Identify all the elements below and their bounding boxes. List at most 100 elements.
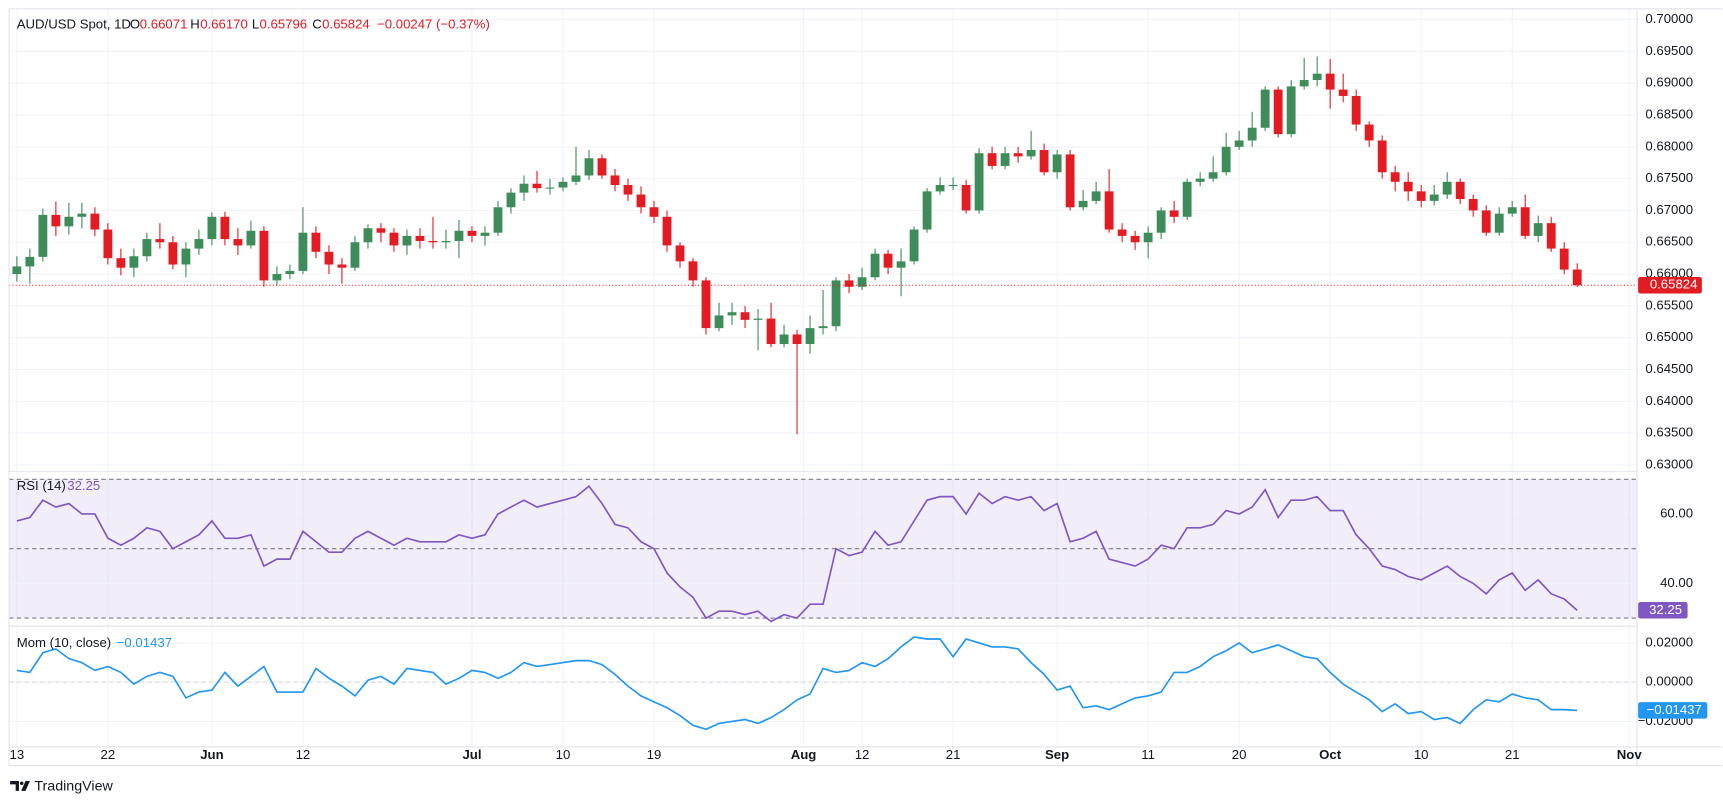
x-tick-label: Oct <box>1319 747 1342 762</box>
candle-body <box>1182 181 1192 217</box>
y-tick-label: 0.65500 <box>1645 297 1693 312</box>
candle-body <box>662 216 672 246</box>
last-value-badge <box>1638 702 1708 719</box>
candle-body <box>298 232 308 271</box>
last-price-badge <box>1638 277 1702 294</box>
y-tick-label: 0.00000 <box>1645 674 1693 689</box>
x-tick-label: Sep <box>1045 747 1069 762</box>
candle-body <box>1026 150 1036 157</box>
ohlc-label: L <box>252 17 259 32</box>
candle-body <box>1377 140 1387 173</box>
candle-body <box>155 239 165 243</box>
tradingview-logo <box>10 781 30 791</box>
mom-legend: Mom (10, close) <box>17 635 111 650</box>
ohlc-label: O <box>130 17 140 32</box>
candle-body <box>844 280 854 287</box>
candle-body <box>584 158 594 176</box>
candle-body <box>831 280 841 327</box>
candle-body <box>545 187 555 189</box>
x-tick-label: 13 <box>10 747 25 762</box>
candle-body <box>1351 95 1361 125</box>
candle-body <box>467 230 477 236</box>
candle-body <box>1104 191 1114 230</box>
candle-body <box>1338 89 1348 96</box>
rsi-legend-value: 32.25 <box>67 478 100 493</box>
y-tick-label: 0.70000 <box>1645 11 1693 26</box>
candle-body <box>896 261 906 268</box>
candle-body <box>51 214 61 227</box>
candle-body <box>714 315 724 329</box>
candle-body <box>493 207 503 233</box>
candle-body <box>77 213 87 217</box>
candle-body <box>1117 229 1127 236</box>
candle-body <box>181 248 191 265</box>
candle-body <box>1208 172 1218 179</box>
candle-body <box>324 251 334 265</box>
x-tick-label: Aug <box>791 747 817 762</box>
candle-body <box>1559 248 1569 270</box>
x-tick-label: 21 <box>946 747 961 762</box>
ohlc-value: 0.65824 <box>322 17 370 32</box>
candle-body <box>1442 181 1452 195</box>
x-tick-label: Nov <box>1617 747 1643 762</box>
x-tick-label: 12 <box>296 747 311 762</box>
marks <box>9 56 1638 731</box>
candle-body <box>701 280 711 329</box>
candle-body <box>402 235 412 246</box>
candle-body <box>961 184 971 211</box>
candle-body <box>1143 232 1153 243</box>
candle-body <box>38 214 48 257</box>
candle-body <box>1078 200 1088 208</box>
candle-body <box>883 253 893 268</box>
candle-body <box>792 334 802 345</box>
candle-body <box>1039 150 1049 173</box>
candle-body <box>389 232 399 246</box>
candle-body <box>1273 89 1283 135</box>
y-tick-label: 0.02000 <box>1645 634 1693 649</box>
candle-body <box>532 183 542 189</box>
candle-body <box>779 334 789 345</box>
ohlc-value: 0.66170 <box>200 17 248 32</box>
candle-body <box>337 264 347 268</box>
y-tick-label: 0.64500 <box>1645 361 1693 376</box>
y-tick-label: 0.67500 <box>1645 170 1693 185</box>
candle-body <box>1221 146 1231 173</box>
x-tick-label: Jun <box>200 747 223 762</box>
candle-body <box>272 274 282 281</box>
candle-body <box>1507 207 1517 214</box>
candle-body <box>571 175 581 182</box>
mom-legend-value: −0.01437 <box>117 635 172 650</box>
candle-body <box>597 158 607 176</box>
y-tick-label: 40.00 <box>1660 575 1693 590</box>
change-value: −0.00247 (−0.37%) <box>377 17 490 32</box>
candle-body <box>1364 124 1374 141</box>
candle-body <box>441 240 451 243</box>
candle-body <box>363 228 373 243</box>
y-tick-label: 0.68000 <box>1645 138 1693 153</box>
candle-body <box>1247 127 1257 141</box>
candle-body <box>649 207 659 217</box>
candle-body <box>610 175 620 185</box>
candle-body <box>1481 210 1491 233</box>
indicator-line <box>16 485 1578 623</box>
y-tick-label: 0.69000 <box>1645 75 1693 90</box>
candle-body <box>168 242 178 265</box>
candle-body <box>1572 269 1582 286</box>
candle-body <box>1546 223 1556 249</box>
y-tick-label: 0.63000 <box>1645 456 1693 471</box>
ohlc-value: 0.65796 <box>260 17 308 32</box>
candle-body <box>1130 235 1140 243</box>
indicator-line <box>16 636 1578 731</box>
candle-body <box>207 216 217 240</box>
x-tick-label: 22 <box>101 747 116 762</box>
candle-body <box>129 256 139 268</box>
candle-body <box>1455 181 1465 199</box>
last-value-badge <box>1638 602 1688 619</box>
y-tick-label: 0.69500 <box>1645 43 1693 58</box>
candle-body <box>233 239 243 246</box>
candle-body <box>376 228 386 233</box>
symbol-title: AUD/USD Spot, 1D <box>17 17 131 32</box>
y-tick-label: 60.00 <box>1660 505 1693 520</box>
candle-body <box>1260 89 1270 128</box>
ohlc-label: C <box>312 17 322 32</box>
